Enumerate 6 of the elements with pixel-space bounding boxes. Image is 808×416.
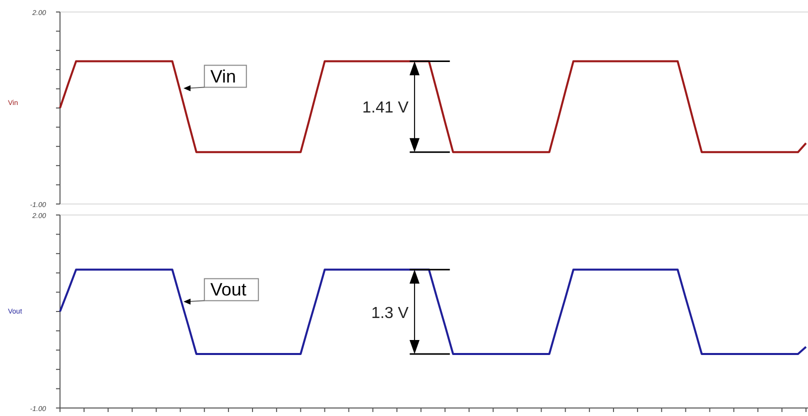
annotation: Vin bbox=[210, 66, 236, 86]
annotation: 1.41 V bbox=[362, 100, 409, 117]
annotation: Vout bbox=[210, 280, 246, 300]
annotation: 1.3 V bbox=[371, 304, 409, 322]
line-series bbox=[59, 268, 807, 355]
line-series bbox=[59, 60, 807, 154]
